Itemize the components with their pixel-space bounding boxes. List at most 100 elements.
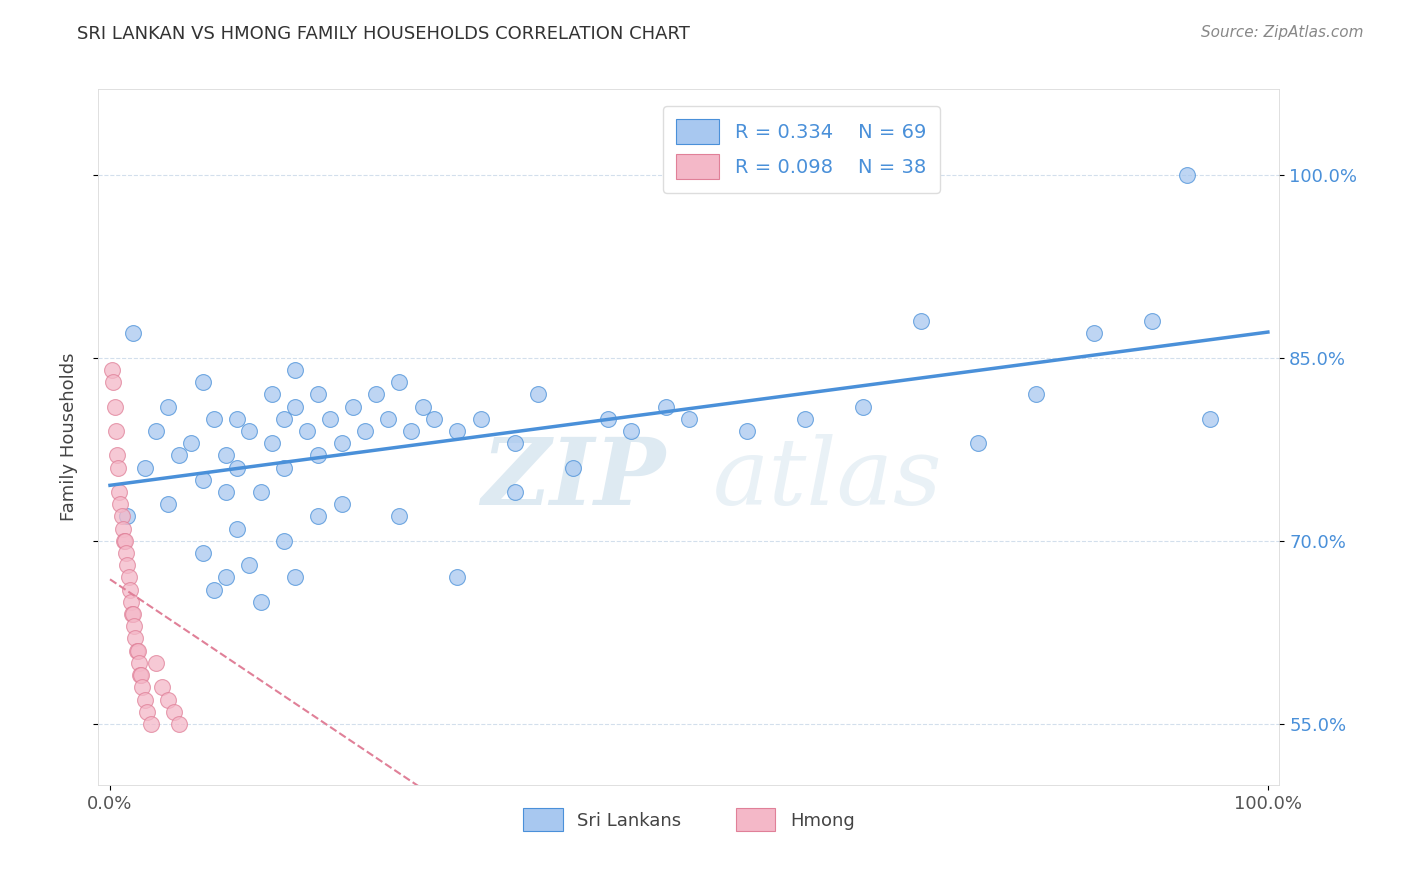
- Point: [108, 485, 131, 500]
- Point: [226, 411, 249, 425]
- Point: [1175, 168, 1198, 182]
- Point: [596, 411, 619, 425]
- Point: [122, 326, 145, 341]
- Point: [273, 411, 295, 425]
- Point: [273, 460, 295, 475]
- Point: [103, 375, 125, 389]
- Point: [284, 363, 307, 377]
- Point: [249, 595, 271, 609]
- Point: [202, 582, 225, 597]
- Point: [503, 436, 526, 450]
- Point: [377, 863, 399, 878]
- Point: [1199, 411, 1222, 425]
- Point: [215, 449, 238, 463]
- Point: [114, 533, 136, 548]
- Text: SRI LANKAN VS HMONG FAMILY HOUSEHOLDS CORRELATION CHART: SRI LANKAN VS HMONG FAMILY HOUSEHOLDS CO…: [77, 25, 690, 43]
- Point: [330, 497, 353, 511]
- Point: [191, 546, 214, 560]
- Point: [852, 400, 875, 414]
- Point: [131, 681, 153, 695]
- Point: [191, 375, 214, 389]
- Point: [156, 400, 179, 414]
- Point: [107, 460, 129, 475]
- Point: [678, 838, 700, 853]
- Legend: Sri Lankans, Hmong: Sri Lankans, Hmong: [516, 801, 862, 838]
- Point: [249, 485, 271, 500]
- Point: [117, 509, 139, 524]
- Point: [104, 814, 127, 829]
- Point: [117, 558, 139, 573]
- Point: [446, 424, 468, 438]
- Point: [319, 411, 342, 425]
- Point: [388, 509, 411, 524]
- Point: [910, 314, 932, 328]
- Point: [110, 497, 132, 511]
- Point: [295, 424, 318, 438]
- Point: [412, 400, 434, 414]
- Text: Source: ZipAtlas.com: Source: ZipAtlas.com: [1201, 25, 1364, 40]
- Point: [1025, 387, 1047, 401]
- Point: [139, 717, 162, 731]
- Point: [238, 424, 260, 438]
- Point: [793, 411, 815, 425]
- Point: [215, 570, 238, 584]
- Point: [678, 411, 700, 425]
- Point: [377, 411, 399, 425]
- Point: [101, 363, 124, 377]
- Point: [215, 485, 238, 500]
- Point: [156, 497, 179, 511]
- Point: [121, 607, 143, 621]
- Point: [105, 449, 128, 463]
- Point: [388, 375, 411, 389]
- Point: [129, 668, 152, 682]
- Point: [136, 705, 159, 719]
- Point: [124, 632, 146, 646]
- Point: [238, 558, 260, 573]
- Text: ZIP: ZIP: [481, 434, 665, 524]
- Point: [124, 619, 146, 633]
- Point: [104, 400, 127, 414]
- Point: [399, 424, 422, 438]
- Point: [169, 717, 191, 731]
- Point: [156, 692, 179, 706]
- Point: [226, 522, 249, 536]
- Point: [129, 668, 152, 682]
- Point: [527, 387, 550, 401]
- Point: [967, 436, 990, 450]
- Point: [118, 582, 141, 597]
- Point: [180, 436, 202, 450]
- Point: [120, 595, 142, 609]
- Point: [620, 424, 643, 438]
- Point: [562, 460, 585, 475]
- Point: [1140, 314, 1163, 328]
- Point: [284, 400, 307, 414]
- Point: [353, 424, 375, 438]
- Point: [470, 411, 492, 425]
- Point: [145, 424, 167, 438]
- Point: [273, 533, 295, 548]
- Point: [117, 570, 139, 584]
- Point: [262, 436, 284, 450]
- Point: [115, 546, 138, 560]
- Point: [122, 607, 145, 621]
- Point: [307, 387, 329, 401]
- Point: [1083, 326, 1105, 341]
- Point: [163, 705, 186, 719]
- Point: [366, 387, 388, 401]
- Point: [307, 509, 329, 524]
- Point: [655, 400, 678, 414]
- Point: [735, 424, 758, 438]
- Point: [145, 656, 167, 670]
- Point: [134, 692, 156, 706]
- Point: [128, 656, 150, 670]
- Point: [104, 424, 127, 438]
- Point: [110, 509, 132, 524]
- Point: [202, 411, 225, 425]
- Point: [127, 643, 149, 657]
- Point: [446, 570, 468, 584]
- Point: [169, 449, 191, 463]
- Point: [284, 570, 307, 584]
- Point: [262, 387, 284, 401]
- Point: [134, 460, 156, 475]
- Point: [307, 449, 329, 463]
